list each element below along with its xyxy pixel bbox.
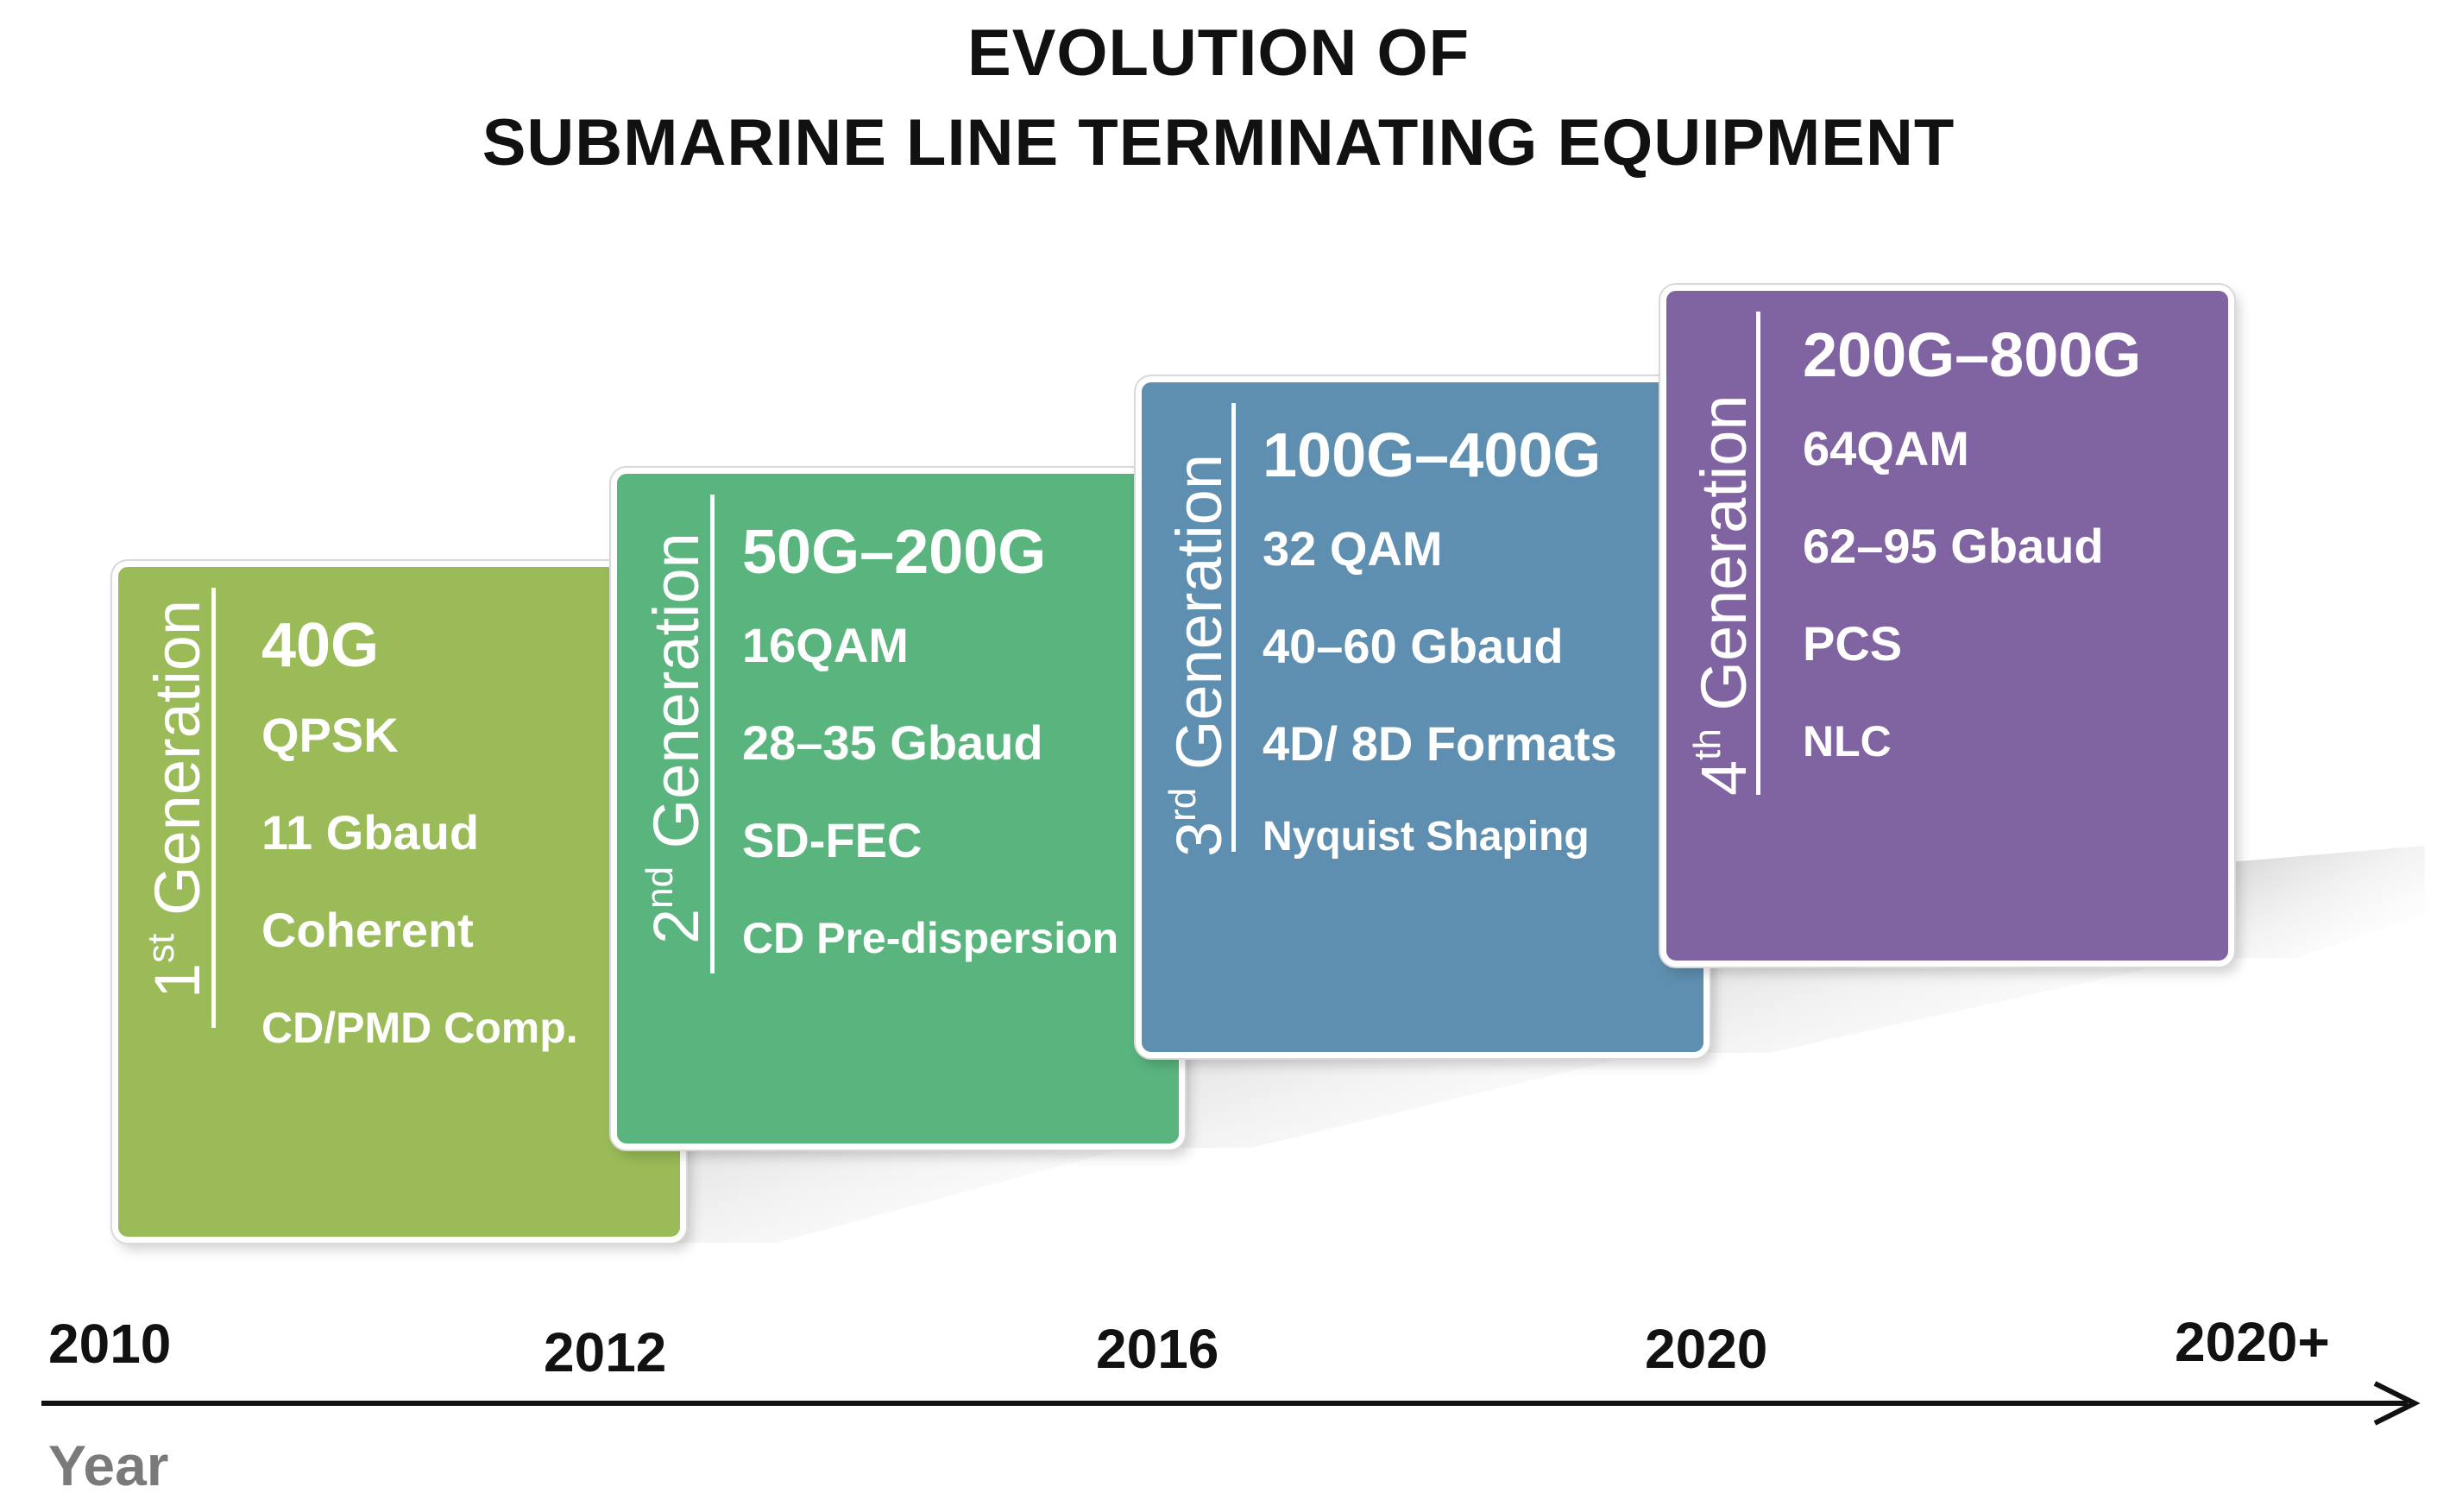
year-2016: 2016 [1096,1318,1219,1380]
spec-feature-2: CD/PMD Comp. [261,1004,578,1052]
spec-baud: 28–35 Gbaud [742,715,1043,770]
spec-list-2: 50G–200G 16QAM 28–35 Gbaud SD-FEC CD Pre… [742,517,1118,963]
title-line-1: EVOLUTION OF [967,16,1470,90]
spec-modulation: 32 QAM [1263,521,1443,576]
axis-arrowhead [2373,1381,2421,1426]
generation-card-2: 2nd Generation 50G–200G 16QAM 28–35 Gbau… [611,468,1185,1150]
spec-feature-1: Coherent [261,903,474,957]
year-2012: 2012 [544,1321,667,1383]
spec-feature-1: PCS [1803,616,1903,671]
generation-rule-2 [710,495,715,973]
generation-rule-1 [211,588,216,1028]
shadow-4 [2218,846,2425,958]
generation-card-1: 1st Generation 40G QPSK 11 Gbaud Coheren… [112,561,686,1243]
generation-rule-3 [1231,403,1236,852]
title-line-2: SUBMARINE LINE TERMINATING EQUIPMENT [482,106,1955,180]
generation-rule-4 [1756,312,1760,795]
spec-list-3: 100G–400G 32 QAM 40–60 Gbaud 4D/ 8D Form… [1263,420,1617,860]
generation-card-3: 3rd Generation 100G–400G 32 QAM 40–60 Gb… [1136,376,1710,1058]
year-2020: 2020 [1645,1318,1768,1380]
spec-rate: 200G–800G [1803,321,2142,390]
spec-feature-2: Nyquist Shaping [1263,814,1590,860]
spec-list-4: 200G–800G 64QAM 62–95 Gbaud PCS NLC [1803,320,2141,766]
spec-feature-2: NLC [1803,717,1892,765]
spec-feature-2: CD Pre-dispersion [742,914,1119,962]
year-2010: 2010 [48,1313,172,1375]
axis-title: Year [48,1433,169,1497]
spec-modulation: QPSK [261,708,399,762]
spec-baud: 40–60 Gbaud [1263,619,1564,673]
spec-feature-1: 4D/ 8D Formats [1263,716,1617,771]
spec-baud: 11 Gbaud [261,805,480,860]
spec-feature-1: SD-FEC [742,813,923,867]
spec-modulation: 64QAM [1803,421,1969,476]
spec-modulation: 16QAM [742,618,909,672]
spec-rate: 40G [261,611,380,680]
spec-rate: 50G–200G [742,518,1047,587]
year-2020-plus: 2020+ [2175,1311,2330,1373]
spec-list-1: 40G QPSK 11 Gbaud Coherent CD/PMD Comp. [261,610,578,1053]
generation-card-4: 4th Generation 200G–800G 64QAM 62–95 Gba… [1660,285,2234,967]
spec-baud: 62–95 Gbaud [1803,519,2104,573]
spec-rate: 100G–400G [1263,421,1602,490]
